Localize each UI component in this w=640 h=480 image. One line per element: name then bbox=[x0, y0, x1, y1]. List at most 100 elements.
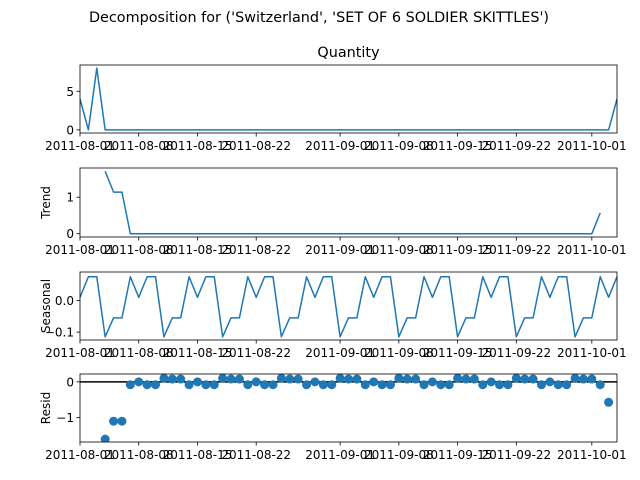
resid-point bbox=[234, 374, 244, 384]
resid-point bbox=[461, 374, 471, 384]
x-tick-label: 2011-08-01 bbox=[45, 243, 115, 257]
x-tick-label: 2011-08-15 bbox=[163, 448, 233, 462]
x-tick-label: 2011-08-08 bbox=[104, 346, 174, 360]
series-line bbox=[80, 67, 617, 131]
resid-point bbox=[578, 374, 588, 384]
figure-suptitle: Decomposition for ('Switzerland', 'SET O… bbox=[89, 10, 549, 26]
resid-point bbox=[562, 380, 572, 390]
x-tick-label: 2011-09-22 bbox=[481, 243, 551, 257]
resid-point bbox=[570, 374, 580, 383]
resid-point bbox=[478, 380, 488, 390]
x-tick-label: 2011-09-15 bbox=[423, 139, 493, 153]
resid-point bbox=[520, 374, 530, 384]
resid-point bbox=[327, 380, 337, 390]
x-tick-label: 2011-08-15 bbox=[163, 243, 233, 257]
resid-point bbox=[293, 374, 303, 384]
x-tick-label: 2011-08-01 bbox=[45, 448, 115, 462]
y-tick-label: 0 bbox=[66, 227, 74, 241]
resid-point bbox=[495, 380, 505, 390]
resid-point bbox=[545, 377, 555, 387]
x-tick-label: 2011-09-08 bbox=[364, 139, 434, 153]
axes-frame bbox=[79, 64, 618, 134]
resid-point bbox=[268, 380, 278, 390]
x-tick-label: 2011-08-01 bbox=[45, 346, 115, 360]
x-tick-label: 2011-08-08 bbox=[104, 448, 174, 462]
resid-point bbox=[352, 374, 362, 384]
panel-4: Resid0−12011-08-012011-08-082011-08-1520… bbox=[39, 373, 627, 462]
x-tick-label: 2011-09-22 bbox=[481, 346, 551, 360]
resid-point bbox=[134, 377, 144, 387]
resid-point bbox=[142, 380, 152, 390]
x-tick-label: 2011-08-15 bbox=[163, 346, 233, 360]
x-tick-label: 2011-08-22 bbox=[221, 346, 291, 360]
resid-point bbox=[260, 380, 270, 390]
resid-point bbox=[469, 374, 479, 384]
panel-1: Quantity 0 5 2011-08-012011-08-082011-08-15… bbox=[45, 45, 627, 153]
axes-frame bbox=[79, 167, 618, 238]
x-tick-label: 2011-09-08 bbox=[364, 346, 434, 360]
x-tick-label: 2011-08-08 bbox=[104, 139, 174, 153]
y-axis-label: Seasonal bbox=[39, 279, 53, 333]
resid-point bbox=[176, 374, 186, 384]
x-tick-label: 2011-10-01 bbox=[557, 448, 627, 462]
resid-point bbox=[436, 380, 446, 390]
resid-point bbox=[109, 416, 119, 426]
resid-point bbox=[276, 374, 286, 383]
resid-point bbox=[402, 374, 412, 384]
x-tick-label: 2011-08-01 bbox=[45, 139, 115, 153]
x-tick-label: 2011-08-22 bbox=[221, 243, 291, 257]
y-tick-label: 5 bbox=[66, 85, 74, 99]
resid-point bbox=[553, 380, 563, 390]
x-tick-label: 2011-08-15 bbox=[163, 139, 233, 153]
panel-data bbox=[80, 275, 617, 338]
resid-point bbox=[377, 380, 387, 390]
resid-point bbox=[385, 380, 395, 390]
panel-title: Quantity bbox=[317, 45, 380, 61]
resid-point bbox=[117, 416, 127, 426]
resid-point bbox=[209, 380, 219, 390]
panel-3: Seasonal 0.0−0.12011-08-012011-08-082011-… bbox=[39, 271, 627, 360]
x-tick-label: 2011-09-15 bbox=[423, 243, 493, 257]
resid-point bbox=[595, 380, 605, 390]
resid-point bbox=[151, 380, 161, 390]
resid-point bbox=[486, 377, 496, 387]
resid-point bbox=[411, 374, 421, 384]
resid-point bbox=[536, 380, 546, 390]
resid-point bbox=[184, 380, 194, 390]
x-tick-label: 2011-09-01 bbox=[305, 448, 375, 462]
resid-point bbox=[528, 374, 538, 384]
y-tick-label: −1 bbox=[56, 411, 74, 425]
series-line bbox=[104, 171, 601, 235]
resid-point bbox=[243, 380, 253, 390]
resid-point bbox=[201, 380, 211, 390]
resid-point bbox=[192, 377, 202, 387]
resid-point bbox=[335, 374, 345, 383]
resid-point bbox=[360, 380, 370, 390]
x-tick-label: 2011-09-08 bbox=[364, 243, 434, 257]
axes-frame bbox=[79, 373, 618, 443]
x-tick-label: 2011-09-22 bbox=[481, 448, 551, 462]
x-tick-label: 2011-09-15 bbox=[423, 346, 493, 360]
resid-point bbox=[444, 380, 454, 390]
panel-data bbox=[104, 171, 601, 235]
resid-point bbox=[604, 397, 614, 407]
x-tick-label: 2011-08-22 bbox=[221, 448, 291, 462]
resid-point bbox=[587, 374, 597, 384]
x-tick-label: 2011-10-01 bbox=[557, 139, 627, 153]
resid-point bbox=[427, 377, 437, 387]
y-axis-label: Trend bbox=[39, 186, 53, 220]
y-tick-label: 1 bbox=[66, 191, 74, 205]
resid-point bbox=[302, 380, 312, 390]
resid-point bbox=[100, 434, 110, 442]
axes-frame bbox=[79, 271, 618, 341]
y-tick-label: −0.1 bbox=[45, 326, 74, 340]
resid-point bbox=[167, 374, 177, 384]
resid-point bbox=[511, 374, 521, 383]
x-tick-label: 2011-09-08 bbox=[364, 448, 434, 462]
resid-point bbox=[310, 377, 320, 387]
x-tick-label: 2011-09-01 bbox=[305, 346, 375, 360]
resid-point bbox=[251, 377, 261, 387]
panel-data bbox=[80, 67, 617, 131]
resid-point bbox=[159, 374, 169, 383]
